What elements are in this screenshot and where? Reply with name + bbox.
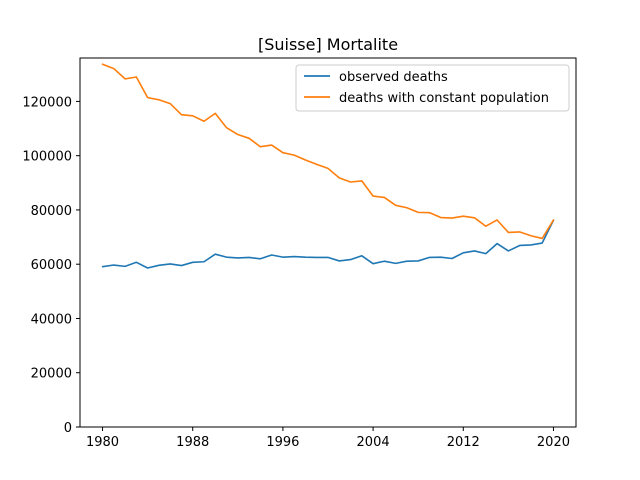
x-tick-label: 2012 [447, 435, 480, 450]
axes: 1980 1988 1996 2004 2012 2020 0 20000 40000 60000… [22, 57, 577, 450]
y-tick-label: 80000 [31, 204, 72, 219]
legend-label-1: deaths with constant population [339, 91, 549, 106]
y-tick-label: 100000 [22, 150, 72, 165]
x-tick-label: 2004 [357, 435, 390, 450]
x-tick-label: 1980 [86, 435, 119, 450]
y-tick-label: 60000 [31, 258, 72, 273]
series-line-1 [101, 63, 555, 240]
series-line-0 [101, 219, 555, 269]
x-tick-label: 1996 [266, 435, 299, 450]
y-tick-label: 40000 [31, 312, 72, 327]
plot-area [101, 63, 555, 269]
x-tick-label: 2020 [537, 435, 570, 450]
y-tick-label: 0 [64, 421, 72, 436]
legend: observed deaths deaths with constant popu… [295, 64, 570, 112]
chart-title: [Suisse] Mortalite [258, 35, 398, 54]
plot-frame [79, 57, 577, 428]
legend-label-0: observed deaths [339, 70, 448, 85]
legend-box [295, 64, 570, 112]
y-tick-label: 120000 [22, 95, 72, 110]
x-tick-label: 1988 [176, 435, 209, 450]
y-tick-label: 20000 [31, 367, 72, 382]
